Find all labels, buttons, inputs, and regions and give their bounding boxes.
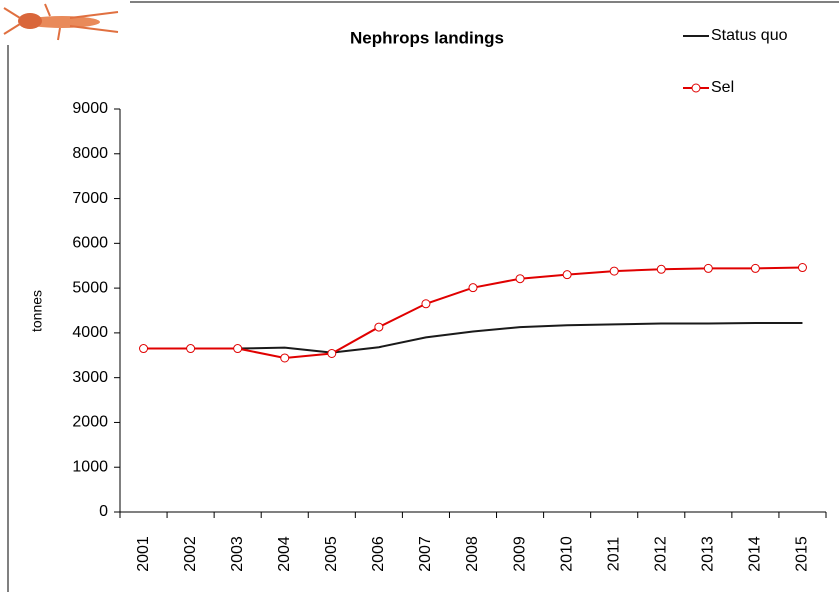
series-line: [143, 266, 803, 359]
data-point: [233, 344, 243, 354]
data-point: [656, 264, 666, 274]
x-tick-label: 2009: [511, 536, 528, 572]
y-tick-label: 8000: [72, 145, 108, 162]
x-tick-label: 2008: [464, 536, 481, 572]
legend-label: Sel: [711, 79, 734, 96]
y-tick-label: 3000: [72, 369, 108, 386]
data-point: [280, 353, 290, 363]
x-tick-label: 2015: [794, 536, 811, 572]
y-tick-label: 2000: [72, 414, 108, 431]
y-tick-label: 5000: [72, 279, 108, 296]
data-point: [797, 263, 807, 273]
x-tick-label: 2012: [652, 536, 669, 572]
x-tick-label: 2004: [276, 536, 293, 572]
data-point: [139, 344, 149, 354]
y-tick-label: 9000: [72, 100, 108, 117]
data-point: [562, 270, 572, 280]
y-tick-label: 4000: [72, 324, 108, 341]
x-tick-label: 2014: [747, 536, 764, 572]
data-point: [186, 344, 196, 354]
y-tick-label: 7000: [72, 190, 108, 207]
data-point: [421, 299, 431, 309]
data-point: [327, 348, 337, 358]
x-tick-label: 2001: [135, 536, 152, 572]
lobster-logo: [3, 3, 119, 41]
x-tick-label: 2005: [323, 536, 340, 572]
x-tick-label: 2006: [370, 536, 387, 572]
legend-label: Status quo: [711, 27, 788, 44]
y-axis-label: tonnes: [29, 290, 45, 332]
x-tick-label: 2011: [605, 537, 622, 572]
legend-marker: [691, 83, 701, 93]
data-point: [374, 322, 384, 332]
data-point: [703, 263, 713, 273]
x-tick-label: 2013: [700, 536, 717, 572]
x-tick-label: 2010: [558, 536, 575, 572]
chart-title: Nephrops landings: [350, 28, 504, 47]
data-point: [468, 283, 478, 293]
y-tick-label: 1000: [72, 458, 108, 475]
series-line: [143, 322, 803, 354]
y-tick-label: 6000: [72, 235, 108, 252]
x-tick-label: 2003: [229, 536, 246, 572]
data-point: [750, 263, 760, 273]
data-point: [609, 266, 619, 276]
x-tick-label: 2007: [417, 536, 434, 572]
x-tick-label: 2002: [182, 536, 199, 572]
data-point: [515, 274, 525, 284]
y-tick-label: 0: [99, 503, 108, 520]
